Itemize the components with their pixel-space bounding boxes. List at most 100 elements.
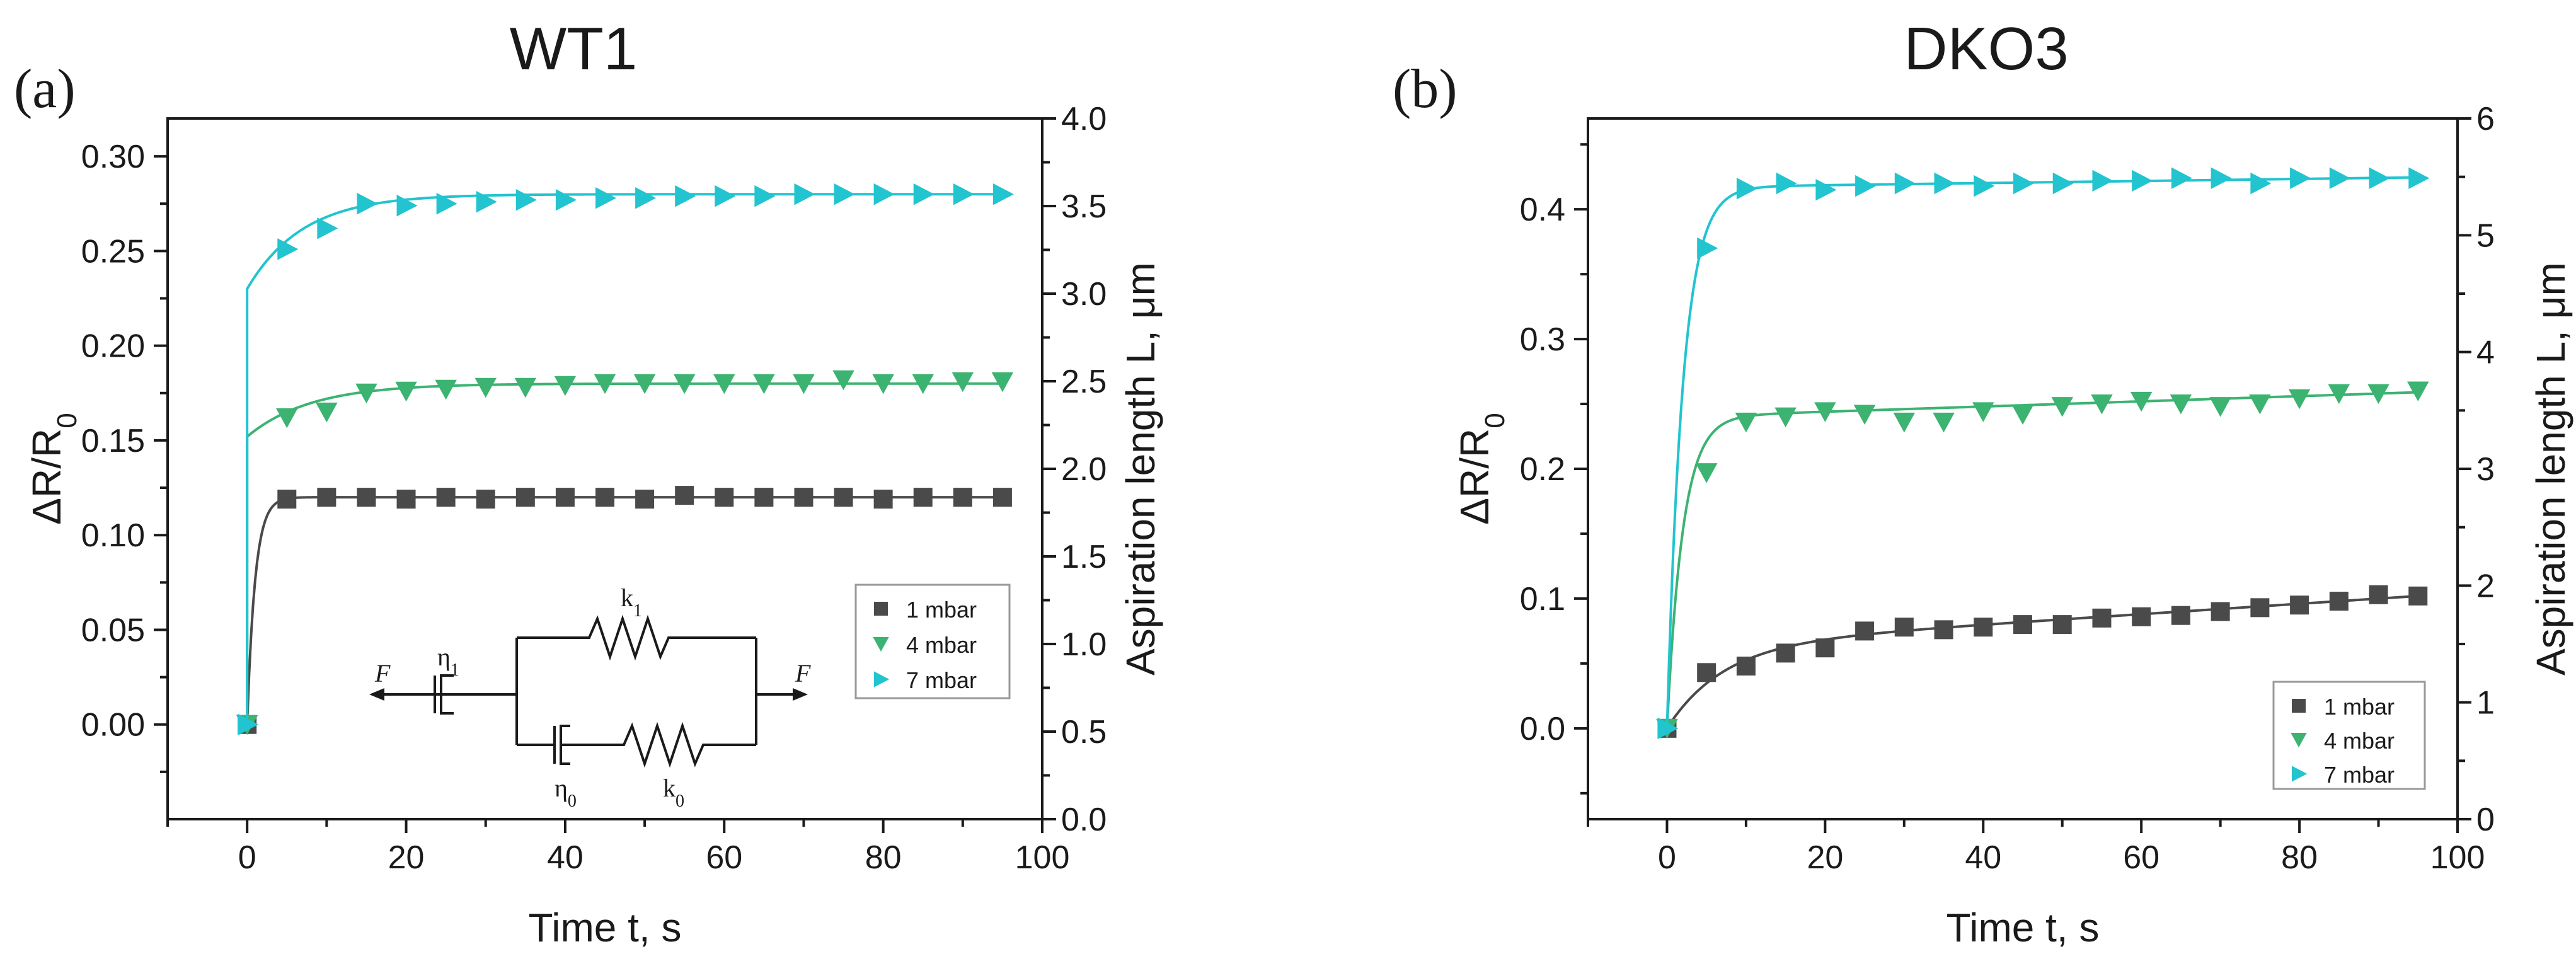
- y-left-tick-label: 0.4: [1520, 192, 1565, 228]
- inset-k1-subscript: 1: [633, 601, 642, 621]
- data-point-1-mbar: [2092, 608, 2112, 628]
- data-point-4-mbar: [912, 374, 934, 394]
- data-point-1-mbar: [515, 488, 535, 507]
- data-point-7-mbar: [1815, 179, 1837, 201]
- y-right-tick-label: 0.0: [1061, 802, 1107, 838]
- data-point-4-mbar: [952, 372, 974, 393]
- data-point-4-mbar: [2130, 391, 2153, 412]
- data-point-7-mbar: [2092, 170, 2113, 192]
- data-point-1-mbar: [992, 488, 1012, 507]
- inset-eta1-symbol: η: [437, 643, 451, 671]
- legend-label: 1 mbar: [2324, 694, 2395, 720]
- data-point-4-mbar: [355, 383, 377, 404]
- data-point-4-mbar: [395, 381, 417, 402]
- data-point-7-mbar: [1736, 177, 1757, 200]
- panel-a: (a) WT1 0 20 40 60 80 1000.000.050.100.150.20…: [14, 15, 1163, 950]
- data-point-7-mbar: [675, 185, 696, 207]
- inset-k0-label: k0: [663, 774, 684, 811]
- data-point-1-mbar: [1855, 621, 1875, 641]
- data-point-1-mbar: [2408, 586, 2428, 606]
- y-left-tick-label: 0.20: [81, 328, 145, 365]
- data-point-7-mbar: [1855, 175, 1877, 197]
- x-tick-label: 100: [1015, 839, 1070, 876]
- data-point-7-mbar: [2250, 172, 2272, 195]
- y-left-tick-label: 0.3: [1520, 321, 1565, 358]
- data-point-1-mbar: [873, 490, 893, 509]
- data-point-7-mbar: [317, 217, 338, 239]
- x-tick-label: 80: [2281, 839, 2318, 876]
- y-right-tick-label: 1: [2476, 685, 2495, 722]
- panel-a-plot-frame: [166, 117, 1044, 820]
- x-tick-label: 40: [547, 839, 584, 876]
- data-point-7-mbar: [1974, 175, 1995, 197]
- data-point-1-mbar: [1815, 638, 1835, 658]
- panel-b-ticks: 0 20 40 60 80 100 0.0 0.1 0.2 0.3 0.4 0 1 2 3 4 5 6: [1520, 101, 2495, 876]
- data-point-4-mbar: [554, 376, 577, 396]
- y-right-tick-label: 0.5: [1061, 714, 1107, 750]
- data-point-4-mbar: [673, 374, 696, 394]
- data-point-4-mbar: [2328, 384, 2350, 405]
- data-point-4-mbar: [793, 374, 815, 394]
- y-right-tick-label: 4: [2476, 335, 2495, 371]
- data-point-7-mbar: [515, 188, 537, 211]
- data-point-7-mbar: [834, 183, 855, 205]
- panel-b-x-axis-title: Time t, s: [1946, 905, 2100, 950]
- y-left-tick-label: 0.25: [81, 233, 145, 270]
- data-point-7-mbar: [913, 183, 934, 205]
- legend-marker-4-mbar: [873, 637, 889, 652]
- legend-label: 4 mbar: [906, 632, 977, 658]
- data-point-4-mbar: [1735, 412, 1757, 433]
- data-point-4-mbar: [435, 379, 457, 400]
- panel-a-ticks: 0 20 40 60 80 1000.000.050.100.150.200.250.30…: [81, 101, 1107, 876]
- y-left-tick-label: 0.15: [81, 423, 145, 459]
- y-right-tick-label: 1.0: [1061, 626, 1107, 663]
- y-right-tick-label: 3.0: [1061, 276, 1107, 313]
- data-point-1-mbar: [675, 486, 694, 505]
- data-point-1-mbar: [357, 488, 376, 507]
- data-point-1-mbar: [2171, 606, 2190, 625]
- data-point-7-mbar: [992, 183, 1014, 205]
- y-right-tick-label: 4.0: [1061, 101, 1107, 137]
- y-right-tick-label: 3: [2476, 451, 2495, 488]
- inset-eta1-subscript: 1: [451, 660, 459, 680]
- data-point-7-mbar: [2171, 167, 2192, 189]
- x-tick-label: 40: [1965, 839, 2001, 876]
- data-point-7-mbar: [715, 185, 736, 207]
- data-point-1-mbar: [2369, 585, 2388, 604]
- data-point-7-mbar: [476, 190, 497, 213]
- data-point-4-mbar: [1893, 412, 1916, 433]
- y-left-tick-label: 0.30: [81, 139, 145, 175]
- panel-a-x-axis-title: Time t, s: [529, 905, 682, 950]
- x-tick-label: 60: [706, 839, 742, 876]
- x-tick-label: 60: [2123, 839, 2159, 876]
- y-right-tick-label: 2.5: [1061, 364, 1107, 400]
- data-point-4-mbar: [1972, 402, 1994, 422]
- inset-k1-symbol: k: [621, 584, 633, 612]
- data-point-4-mbar: [514, 377, 537, 398]
- x-tick-label: 80: [865, 839, 902, 876]
- legend-label: 7 mbar: [906, 667, 977, 693]
- y-right-tick-label: 5: [2476, 217, 2495, 254]
- legend-marker-1-mbar: [874, 602, 888, 616]
- data-point-4-mbar: [713, 374, 735, 394]
- legend-marker-7-mbar: [2292, 766, 2308, 782]
- data-point-4-mbar: [276, 408, 298, 428]
- panel-a-inset-model: F F η1 k1 η0 k0: [369, 584, 811, 811]
- data-point-4-mbar: [1814, 402, 1836, 422]
- x-tick-label: 0: [238, 839, 256, 876]
- x-tick-label: 100: [2430, 839, 2485, 876]
- data-point-7-mbar: [1657, 717, 1679, 740]
- data-point-4-mbar: [2367, 384, 2389, 405]
- data-point-7-mbar: [2329, 167, 2350, 189]
- data-point-1-mbar: [1776, 643, 1795, 663]
- data-point-1-mbar: [2052, 615, 2072, 635]
- data-point-7-mbar: [635, 187, 657, 209]
- data-point-4-mbar: [753, 374, 775, 394]
- data-point-4-mbar: [2407, 381, 2429, 401]
- panel-a-legend-items: 1 mbar 4 mbar 7 mbar: [873, 597, 977, 693]
- panel-a-label: (a): [14, 59, 76, 120]
- data-point-1-mbar: [2250, 598, 2270, 618]
- data-point-7-mbar: [953, 183, 974, 205]
- data-point-4-mbar: [1774, 407, 1797, 428]
- data-point-1-mbar: [2329, 592, 2349, 611]
